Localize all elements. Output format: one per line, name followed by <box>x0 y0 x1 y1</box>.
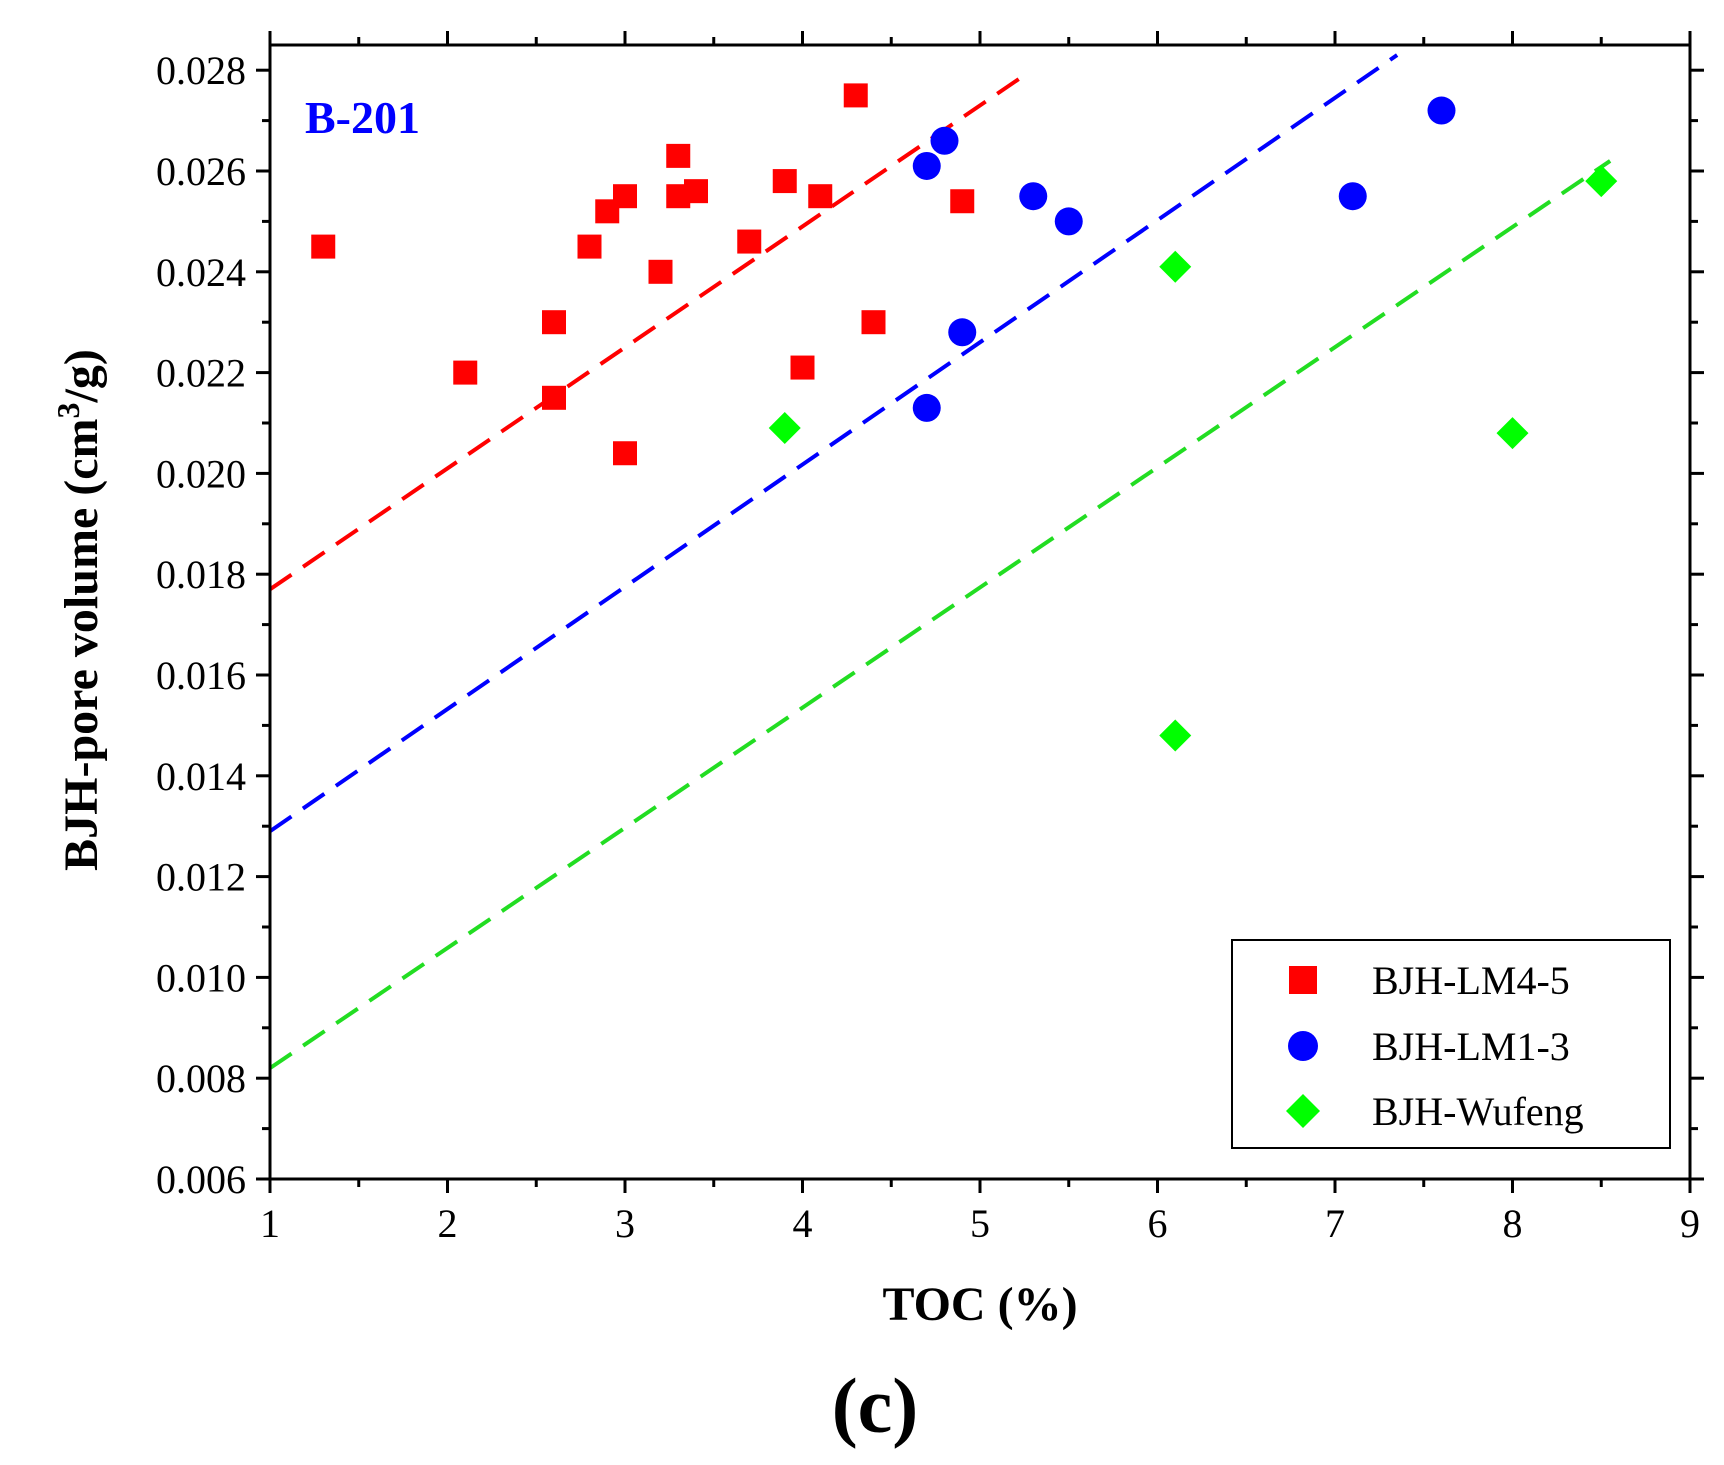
y-axis-title-sup: 3 <box>50 402 86 418</box>
x-tick-label: 6 <box>1148 1201 1168 1246</box>
point-lm13 <box>1019 182 1048 211</box>
point-lm45 <box>542 310 566 335</box>
legend-entry-lm13: BJH-LM1-3 <box>1288 1024 1570 1069</box>
y-tick-label: 0.022 <box>156 351 246 396</box>
point-lm13 <box>1427 96 1456 125</box>
point-lm13 <box>912 151 941 180</box>
annotation-label: B-201 <box>305 92 420 143</box>
point-wufeng <box>1585 165 1618 198</box>
x-ticks: 1 2 3 4 5 6 7 8 9 <box>260 31 1700 1246</box>
fit-line-0 <box>268 73 1026 591</box>
y-tick-label: 0.020 <box>156 451 246 496</box>
point-lm13 <box>930 126 959 155</box>
point-lm45 <box>311 234 336 259</box>
y-axis-title: BJH-pore volume (cm3/g) <box>50 349 108 871</box>
point-lm45 <box>808 184 833 209</box>
fit-line-1 <box>268 53 1399 833</box>
x-tick-label: 5 <box>970 1201 990 1246</box>
panel-label: (c) <box>832 1362 919 1449</box>
point-wufeng <box>1159 250 1192 283</box>
y-ticks: 0.006 0.008 0.010 0.012 0.014 0.016 0.018 0.020… <box>156 48 1704 1202</box>
legend-marker-circle <box>1288 1031 1318 1061</box>
x-tick-label: 8 <box>1503 1201 1523 1246</box>
point-wufeng <box>1159 719 1192 752</box>
legend-entry-wufeng: BJH-Wufeng <box>1286 1089 1584 1134</box>
point-lm45 <box>613 184 637 209</box>
point-lm45 <box>861 310 886 335</box>
legend: BJH-LM4-5 BJH-LM1-3 BJH-Wufeng <box>1231 939 1671 1149</box>
point-lm13 <box>948 318 977 347</box>
y-tick-label: 0.008 <box>156 1056 246 1101</box>
point-lm45 <box>577 234 602 259</box>
y-axis-title-tail: /g) <box>55 349 108 403</box>
legend-label-lm45: BJH-LM4-5 <box>1372 958 1570 1003</box>
point-lm13 <box>1338 182 1367 211</box>
point-lm45 <box>737 229 762 254</box>
point-lm45 <box>453 360 478 385</box>
axes: 1 2 3 4 5 6 7 8 9 0.006 0.008 0.010 0.012 0.014 0.016… <box>156 31 1704 1246</box>
y-tick-label: 0.014 <box>156 754 246 799</box>
x-tick-label: 1 <box>260 1201 280 1246</box>
point-lm45 <box>613 441 637 466</box>
fit-line-2 <box>268 159 1612 1070</box>
x-axis-title: TOC (%) <box>882 1278 1077 1331</box>
y-tick-label: 0.024 <box>156 250 246 295</box>
point-lm45 <box>950 189 975 214</box>
point-wufeng <box>1496 417 1529 450</box>
y-tick-label: 0.012 <box>156 855 246 900</box>
y-tick-label: 0.018 <box>156 552 246 597</box>
y-tick-label: 0.010 <box>156 955 246 1000</box>
point-lm45 <box>648 259 673 284</box>
x-tick-label: 4 <box>793 1201 813 1246</box>
legend-label-lm13: BJH-LM1-3 <box>1372 1024 1570 1069</box>
point-lm45 <box>843 83 868 108</box>
point-lm45 <box>772 169 797 194</box>
legend-entry-lm45: BJH-LM4-5 <box>1289 958 1570 1003</box>
legend-marker-diamond <box>1286 1094 1320 1128</box>
y-tick-label: 0.016 <box>156 653 246 698</box>
y-axis-title-main: BJH-pore volume (cm <box>55 418 108 870</box>
fit-lines <box>268 53 1612 1070</box>
y-tick-label: 0.026 <box>156 149 246 194</box>
legend-label-wufeng: BJH-Wufeng <box>1372 1089 1584 1134</box>
point-lm45 <box>666 143 691 168</box>
data-points <box>311 83 1618 752</box>
x-tick-label: 2 <box>438 1201 458 1246</box>
point-wufeng <box>768 412 801 445</box>
y-tick-label: 0.028 <box>156 48 246 93</box>
point-lm45 <box>684 179 708 204</box>
point-lm45 <box>542 385 566 410</box>
x-tick-label: 3 <box>615 1201 635 1246</box>
y-tick-label: 0.006 <box>156 1157 246 1202</box>
point-lm13 <box>912 393 941 422</box>
x-tick-label: 7 <box>1325 1201 1345 1246</box>
legend-marker-square <box>1289 966 1317 994</box>
x-tick-label: 9 <box>1680 1201 1700 1246</box>
point-lm13 <box>1054 207 1083 236</box>
point-lm45 <box>790 355 815 380</box>
